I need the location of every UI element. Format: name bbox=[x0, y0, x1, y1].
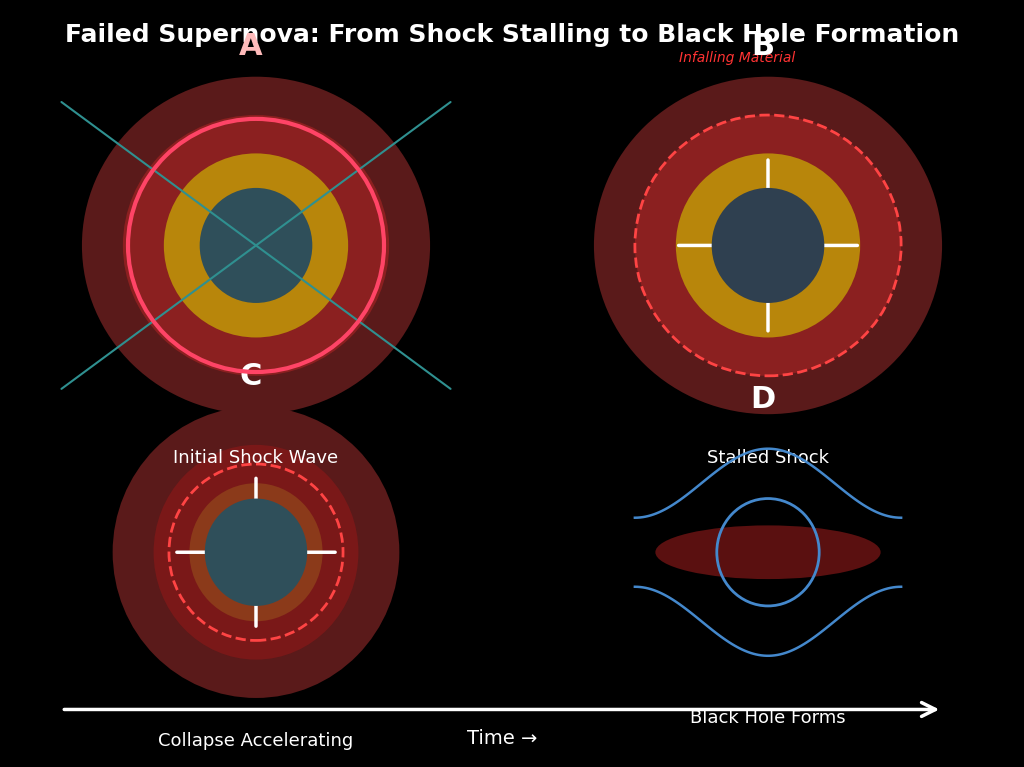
Text: Stalled Shock: Stalled Shock bbox=[707, 449, 829, 466]
Ellipse shape bbox=[123, 115, 389, 376]
Text: Collapse Accelerating: Collapse Accelerating bbox=[159, 732, 353, 750]
Text: B: B bbox=[752, 32, 774, 61]
Ellipse shape bbox=[676, 153, 860, 337]
Text: C: C bbox=[240, 362, 262, 391]
Ellipse shape bbox=[113, 407, 399, 698]
Ellipse shape bbox=[635, 115, 901, 376]
Text: Black Hole Forms: Black Hole Forms bbox=[690, 709, 846, 727]
Ellipse shape bbox=[655, 525, 881, 579]
Ellipse shape bbox=[712, 188, 824, 303]
Ellipse shape bbox=[189, 483, 323, 621]
Text: D: D bbox=[751, 385, 775, 414]
Ellipse shape bbox=[82, 77, 430, 414]
Ellipse shape bbox=[164, 153, 348, 337]
Ellipse shape bbox=[594, 77, 942, 414]
Text: Infalling Material: Infalling Material bbox=[679, 51, 796, 64]
Text: A: A bbox=[239, 32, 263, 61]
Text: Time →: Time → bbox=[467, 729, 537, 748]
Text: Failed Supernova: From Shock Stalling to Black Hole Formation: Failed Supernova: From Shock Stalling to… bbox=[65, 22, 959, 47]
Text: Initial Shock Wave: Initial Shock Wave bbox=[173, 449, 339, 466]
Ellipse shape bbox=[200, 188, 312, 303]
Ellipse shape bbox=[154, 445, 358, 660]
Ellipse shape bbox=[205, 499, 307, 606]
